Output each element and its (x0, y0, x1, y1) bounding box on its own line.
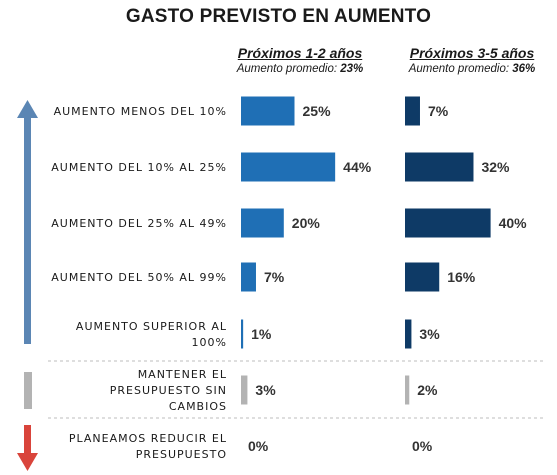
data-label-series-1: 20% (292, 215, 321, 231)
data-label-series-1: 1% (251, 326, 272, 342)
category-label: 100% (192, 336, 227, 349)
series-2-subtitle-value: 36% (512, 63, 536, 75)
series-1-subtitle: Aumento promedio: 23% (216, 63, 384, 75)
data-label-series-2: 40% (499, 215, 528, 231)
data-label-series-1: 7% (264, 269, 285, 285)
series-1-subtitle-prefix: Aumento promedio: (236, 63, 341, 75)
bar-series-1 (241, 152, 336, 182)
series-2-name: Próximos 3-5 años (409, 45, 535, 61)
bar-series-2 (405, 262, 440, 292)
series-1-subtitle-value: 23% (340, 63, 364, 75)
chart-title: GASTO PREVISTO EN AUMENTO (125, 6, 432, 27)
data-label-series-2: 3% (419, 326, 440, 342)
category-label: PRESUPUESTO SIN (110, 384, 227, 397)
bar-series-2 (405, 152, 474, 182)
category-label: AUMENTO SUPERIOR AL (76, 320, 227, 333)
series-2-subtitle-prefix: Aumento promedio: (408, 63, 513, 75)
data-label-series-2: 32% (481, 159, 510, 175)
bar-series-1 (241, 262, 256, 292)
data-label-series-2: 16% (447, 269, 476, 285)
category-label: CAMBIOS (169, 400, 227, 413)
data-label-series-1: 3% (255, 382, 276, 398)
series-1-name: Próximos 1-2 años (237, 45, 363, 61)
bar-series-1 (241, 208, 284, 238)
bar-series-2 (405, 208, 491, 238)
neutral-indicator-bar (24, 372, 32, 409)
category-label: PRESUPUESTO (136, 448, 227, 461)
bar-series-2 (405, 319, 412, 349)
data-label-series-2: 2% (417, 382, 438, 398)
decrease-arrow-head (17, 453, 38, 471)
data-label-series-1: 25% (303, 103, 332, 119)
category-label: MANTENER EL (138, 368, 227, 381)
increase-arrow-shaft (24, 116, 31, 344)
data-label-series-2: 0% (412, 438, 433, 454)
series-2-subtitle: Aumento promedio: 36% (388, 63, 556, 75)
bar-series-2 (405, 96, 420, 126)
series-2-header: Próximos 3-5 años Aumento promedio: 36% (388, 45, 556, 75)
series-1-header: Próximos 1-2 años Aumento promedio: 23% (216, 45, 384, 75)
bar-series-1 (241, 319, 244, 349)
bar-series-1 (241, 375, 248, 405)
decrease-arrow-shaft (24, 425, 31, 455)
data-label-series-1: 44% (343, 159, 372, 175)
category-label: AUMENTO DEL 50% AL 99% (51, 271, 227, 284)
category-label: PLANEAMOS REDUCIR EL (69, 432, 227, 445)
category-label: AUMENTO DEL 25% AL 49% (51, 217, 227, 230)
category-label: AUMENTO DEL 10% AL 25% (51, 161, 227, 174)
data-label-series-2: 7% (428, 103, 449, 119)
bar-series-2 (405, 375, 410, 405)
data-label-series-1: 0% (248, 438, 269, 454)
increase-arrow-head (17, 100, 38, 118)
bar-series-1 (241, 96, 295, 126)
category-label: AUMENTO MENOS DEL 10% (54, 105, 227, 118)
